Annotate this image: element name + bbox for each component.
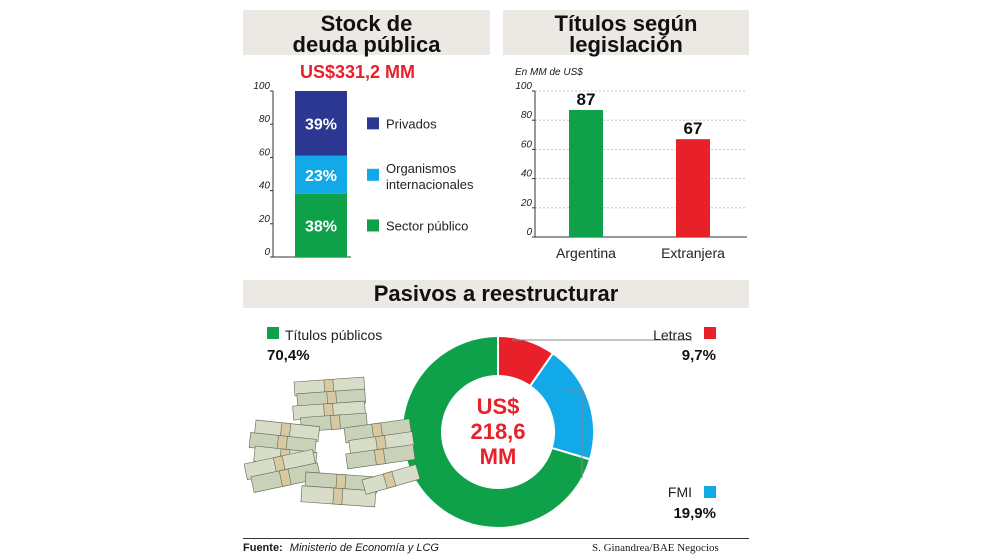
stock-y-tick-label: 40	[259, 181, 271, 192]
titulos-y-tick-label: 40	[521, 169, 533, 180]
stock-legend-label: Organismos	[386, 161, 457, 176]
pasivos-chart: US$218,6MM Letras 9,7% FMI 19,9% Títulos públ…	[267, 327, 716, 529]
stock-segment-label: 39%	[305, 116, 337, 133]
titulos-category-label: Extranjera	[661, 245, 725, 261]
stock-legend-swatch	[367, 168, 379, 181]
pasivos-value-label: 70,4%	[267, 347, 310, 364]
titulos-title-line2: legislación	[569, 32, 683, 57]
stock-bar-segment	[295, 193, 347, 257]
footer-credit: S. Ginandrea/BAE Negocios	[592, 542, 719, 554]
pasivos-legend-swatch	[704, 486, 716, 498]
stock-bar-segment	[295, 91, 347, 156]
titulos-title-line1: Títulos según	[554, 11, 698, 36]
titulos-y-tick-label: 0	[526, 227, 532, 238]
titulos-chart: 0 20 40 60 80 100 87 Argentina 67 Extranjera	[515, 81, 747, 261]
footer-divider	[243, 538, 749, 539]
money-stacks-icon	[244, 376, 421, 508]
titulos-y-tick-label: 20	[520, 198, 533, 209]
stock-y-tick-label: 0	[264, 247, 270, 258]
pasivos-legend-label: FMI	[668, 484, 692, 500]
stock-legend-label: internacionales	[386, 177, 474, 192]
pasivos-title: Pasivos a reestructurar	[243, 280, 749, 308]
stock-title: Stock de deuda pública	[243, 10, 490, 57]
stock-chart: 0 20 40 60 80 100 38% Sector público 23% Organism…	[253, 81, 474, 258]
titulos-value-label: 87	[577, 90, 596, 109]
stock-title-line1: Stock de	[320, 11, 413, 36]
pasivos-legend-label: Letras	[653, 327, 692, 343]
titulos-bar	[569, 109, 603, 237]
titulos-bar	[676, 139, 710, 237]
stock-legend-swatch	[367, 219, 379, 232]
titulos-y-tick-label: 80	[521, 110, 533, 121]
titulos-y-tick-label: 100	[515, 81, 532, 92]
pasivos-center-currency: US$	[477, 394, 520, 419]
stock-title-line2: deuda pública	[292, 32, 441, 57]
stock-legend-label: Privados	[386, 116, 437, 131]
pasivos-legend-swatch	[267, 327, 279, 339]
pasivos-value-label: 9,7%	[682, 347, 716, 364]
pasivos-legend-swatch	[704, 327, 716, 339]
stock-y-tick-label: 20	[258, 214, 271, 225]
stock-y-tick-label: 80	[259, 114, 271, 125]
titulos-unit-note: En MM de US$	[515, 67, 583, 78]
footer-source: Fuente: Ministerio de Economía y LCG	[243, 542, 439, 554]
stock-total: US$331,2 MM	[300, 62, 416, 82]
pasivos-value-label: 19,9%	[673, 505, 716, 522]
titulos-category-label: Argentina	[556, 245, 616, 261]
pasivos-center-amount: 218,6	[470, 419, 525, 444]
stock-y-tick-label: 60	[259, 147, 271, 158]
footer-source-label: Fuente:	[243, 542, 283, 554]
titulos-value-label: 67	[684, 119, 703, 138]
pasivos-leader-line	[564, 389, 583, 478]
stock-legend-swatch	[367, 117, 379, 130]
titulos-title: Títulos según legislación	[503, 10, 749, 57]
stock-legend-label: Sector público	[386, 218, 468, 233]
stock-segment-label: 23%	[305, 168, 337, 185]
stock-segment-label: 38%	[305, 218, 337, 235]
pasivos-legend-label: Títulos públicos	[285, 327, 382, 343]
pasivos-slice	[401, 334, 592, 529]
footer-source-text: Ministerio de Economía y LCG	[289, 542, 439, 554]
pasivos-center-unit: MM	[480, 444, 517, 469]
stock-bar-segment	[295, 155, 347, 194]
titulos-y-tick-label: 60	[521, 139, 533, 150]
stock-y-tick-label: 100	[253, 81, 270, 92]
